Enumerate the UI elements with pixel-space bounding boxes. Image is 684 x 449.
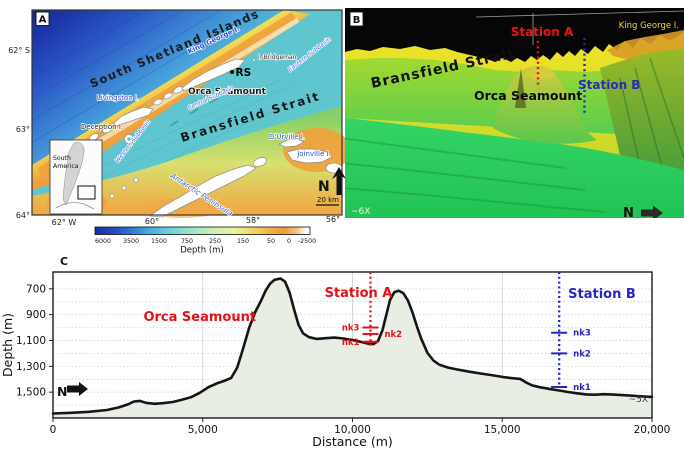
panel-a-map: South Shetland Islands King George I. I.… [8,6,345,256]
lon-tick-62w: 62° W [52,218,77,227]
station-a-label: Station A [325,286,393,301]
x-axis-title: Distance (m) [312,434,393,449]
x-tick-label: 15,000 [484,424,521,436]
panel-b-letter-box [349,11,364,27]
orca-seamount-label-profile: Orca Seamount [143,310,256,325]
rift-axis-marks [169,88,238,127]
peninsula-shelf [32,106,342,215]
bridgeman-label: I. Bridgeman [258,54,297,61]
station-b-nk3-label: nk3 [573,329,591,339]
y-axis-title: Depth (m) [0,313,15,377]
vertical-exaggeration-label-profile: ~5X [629,395,648,405]
livingston-label: Livingston I. [97,94,139,102]
station-b-nk1-label: nk1 [573,383,591,393]
colorbar-title: Depth (m) [180,246,224,256]
panel-c-letter: C [60,255,68,268]
depth-colorbar: 6000 3500 1500 750 250 150 50 0 -2500 De… [94,226,316,256]
deception-caldera [127,137,131,141]
north-label-3d: N [623,206,634,218]
lat-tick-63: 63° [16,125,30,134]
station-b-label: Station B [568,287,636,302]
y-tick-label: 1,100 [16,335,46,347]
y-tick-label: 1,300 [16,361,46,373]
colorbar-tick: 750 [181,238,193,245]
antarctic-arc [55,202,95,210]
rs-station-label: RS [236,67,252,79]
colorbar-tick: 250 [209,238,221,245]
station-a-nk1-label: nk1 [342,338,360,348]
scale-label: 20 km [317,196,339,204]
south-america-label-1: South [53,155,71,162]
lon-tick-60: 60° [145,217,159,226]
north-arrow-icon [332,167,345,195]
panel-b-3d-view: B Station A King George I. Bransfield St… [345,8,684,218]
panel-a-letter-box [35,11,50,26]
inset-south-america: South America [49,139,103,215]
colorbar-tick: 150 [237,238,249,245]
panel-c-profile-chart: 0 5,000 10,000 15,000 20,000 700 900 1,100 1,300… [0,255,671,449]
colorbar-tick: 0 [287,238,291,245]
x-tick-label: 10,000 [334,424,371,436]
colorbar-tick: -2500 [298,238,316,245]
south-america-shape [62,142,85,206]
y-tick-label: 1,500 [16,387,46,399]
lon-tick-58: 58° [246,216,260,225]
map-frame [31,9,343,216]
seamount-spire [515,68,526,108]
station-b-label-3d: Station B [578,78,640,92]
x-tick-label: 0 [50,424,57,436]
colorbar-gradient [94,226,311,235]
orca-seamount-label: Orca Seamount [188,87,267,97]
durville-label: D'Urville I. [269,133,305,141]
seafloor-area-fill [53,278,652,418]
north-arrow-icon-3d [641,205,663,218]
colorbar-tick: 3500 [123,238,139,245]
x-tick-label: 5,000 [188,424,218,436]
north-arrow-icon-profile [67,382,88,396]
north-label: N [318,179,330,195]
orca-seamount-marker [199,87,205,93]
x-tick-label: 20,000 [634,424,671,436]
king-george-label-3d: King George I. [619,21,679,31]
station-a-label-3d: Station A [511,25,574,39]
joinville-label: Joinville I. [296,150,331,158]
north-label-profile: N [57,384,67,399]
antarctic-peninsula-land [109,138,343,218]
seamount-summit [527,68,555,80]
station-b-nk2-label: nk2 [573,349,591,359]
vertical-exaggeration-label-3d: ~6X [351,207,370,217]
rs-station-marker [230,70,234,74]
station-a-nk3-label: nk3 [342,324,360,334]
seafloor-profile-line [51,277,654,415]
lat-tick-62s: 62° S [8,46,30,55]
y-tick-label: 700 [26,283,46,295]
south-america-label-2: America [53,163,79,170]
panel-b-letter: B [353,15,361,26]
y-tick-label: 900 [26,309,46,321]
panel-a-letter: A [39,15,47,26]
colorbar-tick: 6000 [95,238,111,245]
lat-tick-64: 64° [16,211,30,220]
orca-seamount-label-3d: Orca Seamount [474,88,582,103]
lon-tick-56: 56° [326,215,340,224]
north-indicator: N [318,167,345,195]
colorbar-tick: 1500 [151,238,167,245]
foreground-seafloor [345,118,684,218]
colorbar-tick: 50 [267,238,275,245]
deception-label: Deception I. [81,123,123,131]
perspective-box-edge [475,10,684,18]
bathymetry-contours-nw [31,9,259,143]
study-area-box [77,185,96,200]
seafloor-texture [345,137,606,213]
station-a-nk2-label: nk2 [384,330,402,340]
